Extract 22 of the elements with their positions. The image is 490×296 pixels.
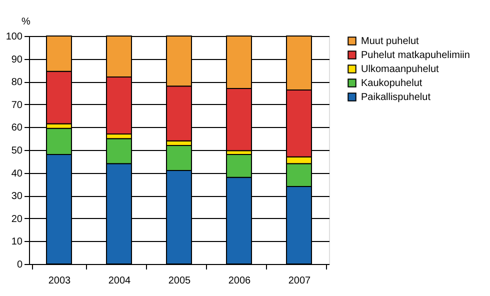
y-tick-label: 90 — [11, 54, 23, 66]
y-tick-label: 30 — [11, 191, 23, 202]
x-tick-label: 2003 — [48, 276, 72, 286]
y-tick-label: 80 — [11, 77, 23, 88]
x-tick-label: 2005 — [168, 276, 192, 286]
x-tick-label: 2006 — [228, 276, 252, 286]
y-tick-label: 100 — [6, 32, 23, 42]
y-tick-label: 10 — [11, 236, 23, 248]
y-tick-label: 0 — [16, 260, 23, 270]
y-tick-label: 50 — [11, 146, 23, 156]
y-axis-title: % — [22, 16, 30, 28]
x-tick-label: 2007 — [288, 276, 312, 286]
legend-label: Kaukopuhelut — [361, 78, 422, 89]
legend-label: Paikallispuhelut — [361, 92, 431, 103]
legend-label: Puhelut matkapuhelimiin — [361, 50, 470, 61]
y-tick-label: 70 — [11, 100, 23, 111]
x-tick-label: 2004 — [108, 276, 132, 286]
y-tick-label: 40 — [11, 168, 23, 180]
legend-label: Muut puhelut — [361, 36, 420, 47]
legend-label: Ulkomaanpuhelut — [361, 64, 440, 75]
y-tick-label: 20 — [11, 214, 23, 225]
y-tick-label: 60 — [11, 122, 23, 134]
